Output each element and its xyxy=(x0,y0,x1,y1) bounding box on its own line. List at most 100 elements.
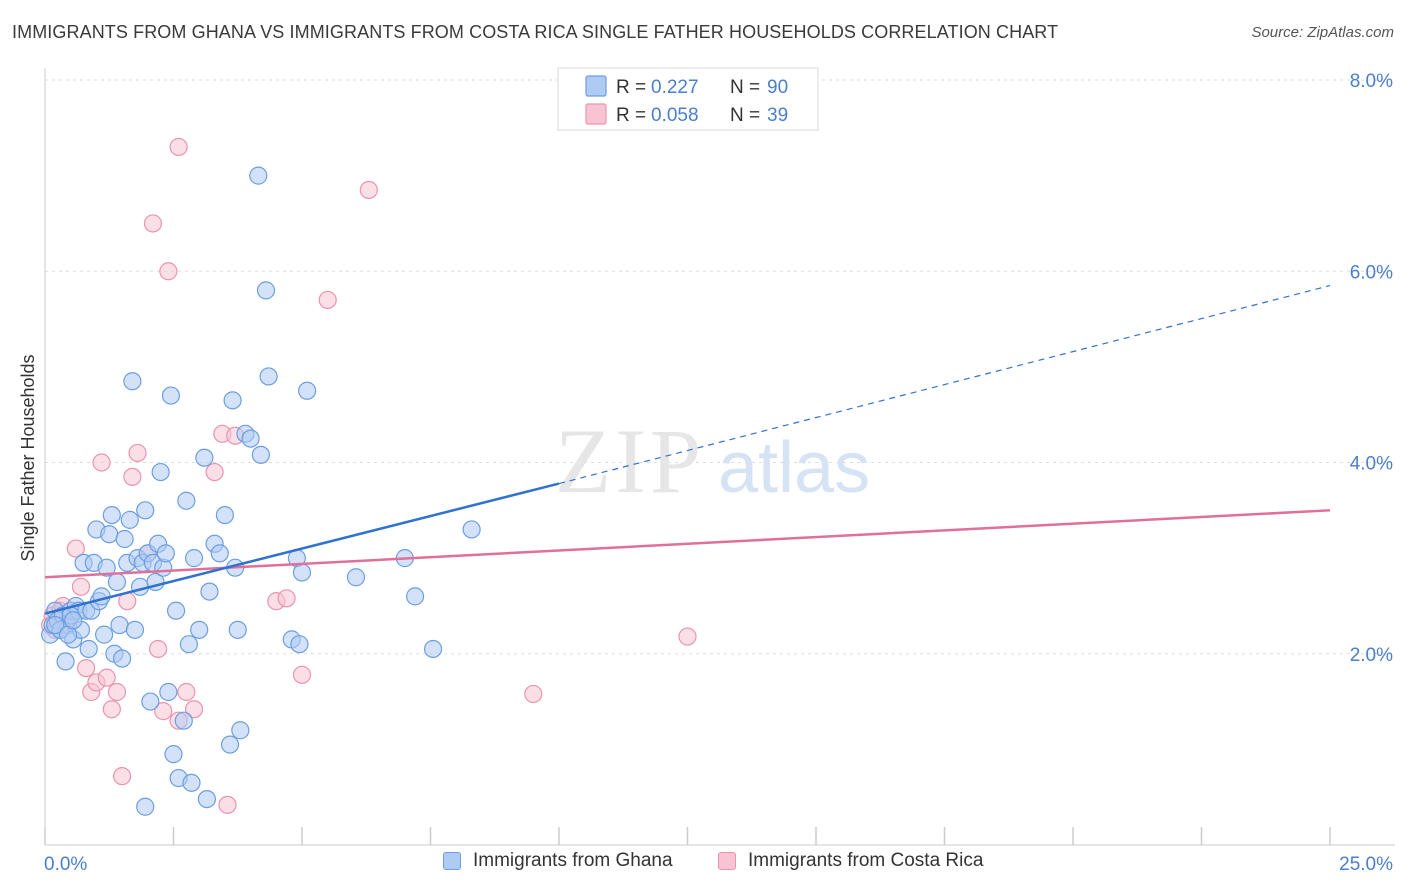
data-point-ghana xyxy=(231,721,250,740)
data-point-ghana xyxy=(200,582,219,601)
data-point-ghana xyxy=(290,635,309,654)
data-point-costa-rica xyxy=(359,180,378,200)
data-point-ghana xyxy=(182,773,201,792)
legend-item-costa-rica: Immigrants from Costa Rica xyxy=(718,850,983,872)
data-point-ghana xyxy=(223,391,242,410)
watermark-zip: ZIP xyxy=(555,410,705,512)
data-point-ghana xyxy=(97,558,116,577)
data-point-costa-rica xyxy=(107,682,127,702)
source-label: Source: ZipAtlas.com xyxy=(1251,24,1394,41)
data-point-ghana xyxy=(184,549,204,568)
data-point-costa-rica xyxy=(77,658,96,678)
data-point-ghana xyxy=(56,652,75,671)
data-point-ghana xyxy=(174,711,193,730)
data-point-ghana xyxy=(292,563,312,582)
data-point-costa-rica xyxy=(218,795,237,814)
data-point-ghana xyxy=(64,611,83,630)
axes xyxy=(44,68,1395,846)
data-point-costa-rica xyxy=(184,700,204,719)
tick-labels: 2.0% 4.0% 6.0% 8.0% 0.0% 25.0% xyxy=(44,71,1393,875)
y-tick-label: 8.0% xyxy=(1350,71,1393,92)
y-tick-label: 4.0% xyxy=(1350,454,1393,475)
data-point-costa-rica xyxy=(524,684,543,704)
data-point-costa-rica xyxy=(66,539,85,558)
series-ghana-points xyxy=(41,166,481,816)
legend-label-ghana: Immigrants from Ghana xyxy=(473,850,673,871)
legend-swatch-costa-rica xyxy=(718,852,736,870)
data-point-costa-rica xyxy=(148,639,168,659)
legend-n-value: 39 xyxy=(767,105,788,126)
data-point-ghana xyxy=(110,615,129,635)
trend-line-costa-rica xyxy=(44,509,1331,579)
data-point-ghana xyxy=(161,386,181,405)
data-point-ghana xyxy=(197,789,217,809)
data-point-ghana xyxy=(423,639,443,659)
data-point-costa-rica xyxy=(277,589,296,608)
watermark-atlas: atlas xyxy=(718,428,870,508)
data-point-ghana xyxy=(156,544,175,563)
data-point-ghana xyxy=(256,281,276,300)
trend-line-ghana xyxy=(44,482,560,615)
legend-n-label: N = xyxy=(730,105,760,126)
data-point-costa-rica xyxy=(92,453,111,472)
data-point-costa-rica xyxy=(318,290,337,310)
data-point-ghana xyxy=(151,462,170,482)
data-point-ghana xyxy=(210,544,229,563)
data-point-ghana xyxy=(107,572,127,592)
data-point-ghana xyxy=(79,639,98,659)
legend-r-value: 0.227 xyxy=(651,77,699,98)
data-point-ghana xyxy=(177,491,196,510)
data-point-ghana xyxy=(179,635,199,654)
data-point-ghana xyxy=(251,445,270,464)
data-point-ghana xyxy=(115,529,134,549)
trend-lines xyxy=(44,285,1331,615)
data-point-costa-rica xyxy=(177,682,196,702)
data-point-ghana xyxy=(462,520,481,539)
legend-r-label: R = xyxy=(616,77,646,98)
data-point-costa-rica xyxy=(97,668,116,687)
y-axis-label: Single Father Households xyxy=(18,354,38,561)
data-point-ghana xyxy=(298,381,317,400)
data-point-ghana xyxy=(46,615,65,635)
y-tick-label: 2.0% xyxy=(1350,645,1393,666)
trend-line-ghana-projection xyxy=(558,285,1331,485)
legend-label-costa-rica: Immigrants from Costa Rica xyxy=(748,850,984,871)
data-point-costa-rica xyxy=(678,627,697,646)
data-point-ghana xyxy=(195,448,214,467)
data-point-costa-rica xyxy=(154,702,173,721)
data-point-ghana xyxy=(100,525,119,544)
data-point-costa-rica xyxy=(205,462,224,482)
data-point-ghana xyxy=(120,510,139,529)
data-point-costa-rica xyxy=(71,577,91,596)
data-point-ghana xyxy=(159,682,178,702)
data-point-ghana xyxy=(249,166,268,185)
x-tick-label: 0.0% xyxy=(44,854,87,875)
legend-item-ghana: Immigrants from Ghana xyxy=(443,850,673,872)
data-point-costa-rica xyxy=(128,443,147,463)
data-point-ghana xyxy=(95,625,114,644)
data-point-costa-rica xyxy=(102,700,121,719)
data-point-ghana xyxy=(259,367,278,386)
data-point-ghana xyxy=(112,649,132,668)
y-tick-label: 6.0% xyxy=(1350,262,1393,283)
data-point-costa-rica xyxy=(159,262,178,281)
data-point-ghana xyxy=(164,745,183,764)
data-point-ghana xyxy=(220,735,240,754)
data-point-costa-rica xyxy=(292,665,312,684)
chart-title: IMMIGRANTS FROM GHANA VS IMMIGRANTS FROM… xyxy=(12,22,1059,42)
legend-top: R = 0.227 N = 90 R = 0.058 N = 39 xyxy=(557,67,819,131)
legend-n-value: 90 xyxy=(767,77,788,98)
data-point-ghana xyxy=(125,620,145,639)
data-point-ghana xyxy=(141,692,160,711)
legend-bottom: Immigrants from Ghana Immigrants from Co… xyxy=(0,850,1406,880)
legend-swatch xyxy=(585,103,607,125)
legend-r-value: 0.058 xyxy=(651,105,699,126)
data-point-costa-rica xyxy=(123,467,142,486)
data-point-ghana xyxy=(228,620,247,639)
data-point-costa-rica xyxy=(143,214,163,233)
data-point-ghana xyxy=(92,587,111,606)
data-point-ghana xyxy=(123,372,142,391)
legend-n-label: N = xyxy=(730,77,760,98)
data-point-ghana xyxy=(102,505,121,525)
